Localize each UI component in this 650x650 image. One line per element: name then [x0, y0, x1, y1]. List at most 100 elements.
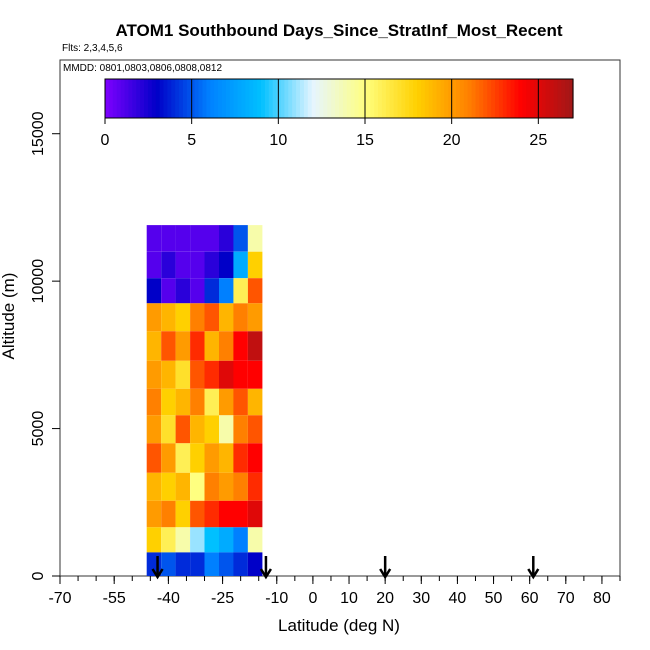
colorbar-segment: [108, 79, 114, 118]
colorbar-segment: [253, 79, 258, 118]
colorbar-tick-label: 0: [101, 132, 110, 149]
colorbar-segment: [452, 79, 457, 118]
colorbar-segment: [370, 79, 375, 118]
colorbar-segment: [198, 79, 204, 118]
colorbar-tick-label: 10: [269, 132, 287, 149]
x-axis-label: Latitude (deg N): [278, 616, 400, 635]
heatmap-cell: [161, 443, 176, 473]
colorbar-tick-label: 20: [443, 132, 461, 149]
heatmap-cell: [161, 388, 176, 416]
colorbar-segment: [456, 79, 461, 118]
heatmap-cell: [219, 303, 234, 332]
colorbar-segment: [342, 79, 348, 118]
heatmap-cell: [219, 388, 234, 416]
colorbar-segment: [120, 79, 126, 118]
colorbar-segment: [186, 79, 192, 118]
heatmap-cell: [204, 303, 219, 332]
colorbar-segment: [229, 79, 235, 118]
profile-arrows: [151, 556, 540, 580]
colorbar-segment: [502, 79, 508, 118]
colorbar-segment: [545, 79, 551, 118]
x-tick-label: 70: [557, 590, 575, 607]
heatmap-cell: [161, 552, 176, 576]
colorbar-segment: [190, 79, 196, 118]
y-tick-label: 5000: [30, 411, 47, 447]
x-tick-label: 80: [593, 590, 611, 607]
colorbar-segment: [116, 79, 122, 118]
chart-title: ATOM1 Southbound Days_Since_StratInf_Mos…: [115, 21, 562, 40]
heatmap-cell: [146, 360, 162, 389]
colorbar-segment: [300, 79, 305, 118]
heatmap-cell: [219, 443, 234, 473]
colorbar-segment: [327, 79, 332, 118]
colorbar-segment: [218, 79, 223, 118]
colorbar-segment: [303, 79, 309, 118]
colorbar-segment: [105, 79, 110, 118]
colorbar-segment: [140, 79, 145, 118]
colorbar-segment: [467, 79, 473, 118]
heatmap-cell: [146, 331, 162, 361]
heatmap-cell: [190, 360, 205, 389]
colorbar-tick-label: 5: [187, 132, 196, 149]
colorbar-segment: [366, 79, 371, 118]
heatmap-cell: [175, 303, 191, 332]
colorbar-segment: [409, 79, 414, 118]
colorbar-segment: [537, 79, 543, 118]
x-tick-label: -55: [103, 590, 126, 607]
colorbar-segment: [506, 79, 512, 118]
heatmap-cell: [161, 415, 176, 444]
heatmap-cell: [204, 472, 219, 501]
heatmap-cell: [161, 303, 176, 332]
heatmap-cell: [219, 331, 234, 361]
colorbar-segment: [553, 79, 558, 118]
x-tick-label: 30: [412, 590, 430, 607]
x-tick-label: -40: [157, 590, 180, 607]
colorbar-segment: [132, 79, 137, 118]
colorbar-tick-label: 25: [529, 132, 547, 149]
colorbar-segment: [225, 79, 231, 118]
colorbar-segment: [288, 79, 293, 118]
heatmap-cell: [219, 360, 234, 389]
colorbar-segment: [128, 79, 133, 118]
heatmap-cell: [190, 303, 205, 332]
heatmap-cell: [233, 472, 248, 501]
colorbar-segment: [112, 79, 118, 118]
colorbar-segment: [491, 79, 496, 118]
heatmap-cell: [161, 251, 176, 279]
colorbar-segment: [206, 79, 211, 118]
heatmap-cell: [190, 415, 205, 444]
heatmap-cell: [204, 552, 219, 576]
heatmap-cell: [175, 500, 191, 528]
colorbar: 0 5 10 15 20 25: [101, 78, 574, 149]
heatmap-cell: [146, 303, 162, 332]
heatmap-cell: [219, 415, 234, 444]
heatmap-cell: [161, 527, 176, 553]
colorbar-segment: [339, 79, 344, 118]
heatmap-cell: [247, 225, 263, 252]
heatmap-cell: [247, 360, 263, 389]
heatmap-cell: [247, 472, 263, 501]
heatmap-cell: [161, 331, 176, 361]
colorbar-segment: [569, 79, 574, 118]
heatmap-cell: [146, 251, 162, 279]
heatmap-cell: [161, 278, 176, 304]
heatmap-cell: [190, 443, 205, 473]
heatmap-cell: [146, 415, 162, 444]
colorbar-segment: [378, 79, 383, 118]
colorbar-segment: [159, 79, 165, 118]
heatmap-cell: [190, 388, 205, 416]
colorbar-segment: [292, 79, 297, 118]
profile-arrow-head: [259, 568, 272, 580]
colorbar-segment: [459, 79, 465, 118]
colorbar-segment: [417, 79, 422, 118]
heatmap-cell: [219, 552, 234, 576]
heatmap-cell: [247, 303, 263, 332]
profile-arrow-head: [151, 568, 164, 580]
heatmap-cell: [175, 552, 191, 576]
heatmap-cell: [204, 225, 219, 252]
heatmap-cell: [247, 331, 263, 361]
colorbar-segment: [136, 79, 141, 118]
heatmap-cell: [233, 500, 248, 528]
colorbar-segment: [498, 79, 504, 118]
